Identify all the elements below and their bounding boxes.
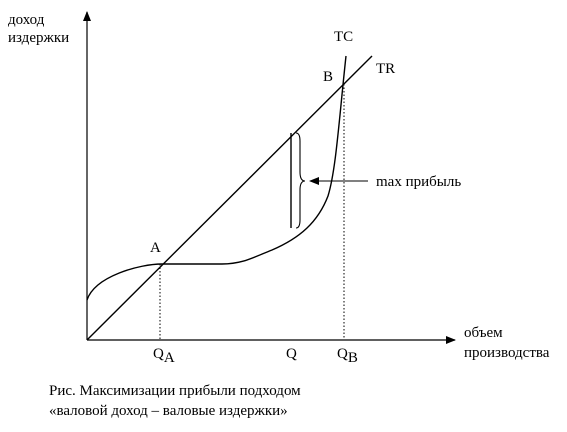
- max-profit-label: max прибыль: [376, 174, 461, 190]
- x-axis-label-line2: производства: [464, 345, 550, 361]
- qb-label-main: Q: [337, 346, 348, 362]
- caption-line-1: Рис. Максимизации прибыли подходом: [49, 383, 301, 399]
- figure-caption: Рис. Максимизации прибыли подходом «вало…: [49, 381, 549, 421]
- x-axis-label-line1: объем: [464, 325, 503, 341]
- qa-label-subscript: A: [164, 350, 175, 366]
- point-a-label: A: [150, 240, 161, 256]
- y-axis-label-line2: издержки: [8, 30, 69, 46]
- qa-label: QA: [153, 346, 175, 366]
- qb-label-subscript: B: [348, 350, 358, 366]
- tr-line: [86, 55, 373, 341]
- tr-label: TR: [376, 61, 395, 77]
- caption-line-2: «валовой доход – валовые издержки»: [49, 403, 288, 419]
- qb-label: QB: [337, 346, 358, 366]
- tc-label: TC: [334, 29, 353, 45]
- q-label: Q: [286, 346, 297, 362]
- y-axis-label-line1: доход: [8, 12, 45, 28]
- max-profit-brace: [295, 132, 306, 229]
- point-b-label: B: [323, 69, 333, 85]
- qa-label-main: Q: [153, 346, 164, 362]
- tc-curve: [86, 55, 347, 301]
